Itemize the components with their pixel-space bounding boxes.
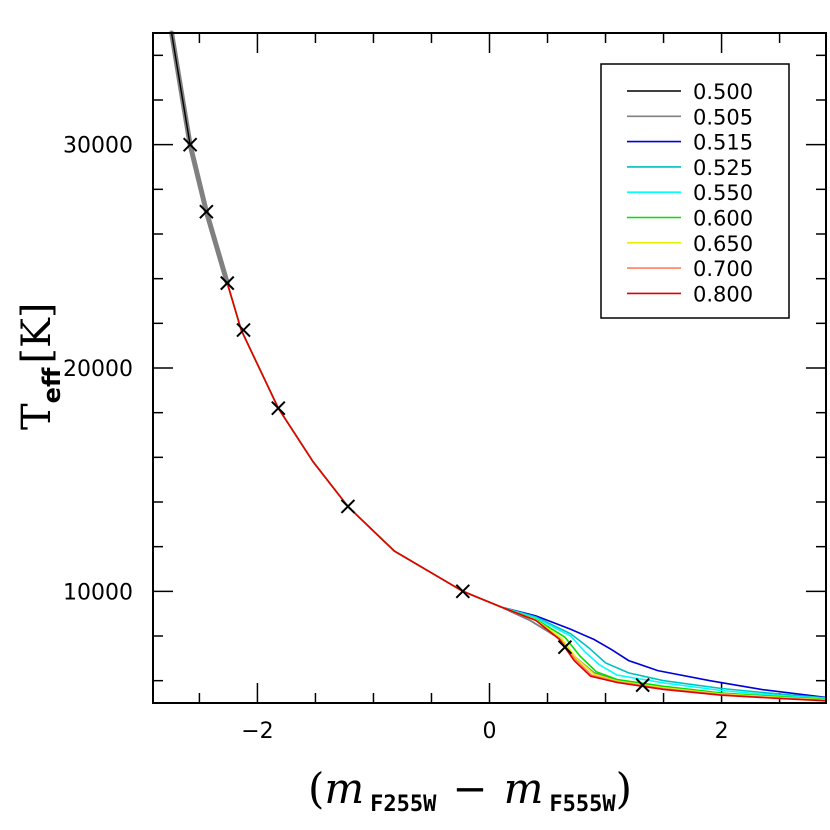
x-tick-label-0: −2 [241, 719, 273, 744]
plot-frame [152, 32, 827, 704]
series-lines [169, 30, 827, 702]
legend-label-0.525: 0.525 [693, 156, 753, 180]
series-line-0.500-hot-end [170, 32, 191, 145]
x-axis-label: (m F255W − m F555W) [308, 764, 632, 817]
x-axis-label-sub1: F255W [370, 792, 437, 817]
legend-box [600, 63, 790, 319]
legend-label-0.500: 0.500 [693, 80, 753, 104]
marker-2 [220, 275, 235, 291]
tick-labels: −2 0 2 10000 20000 30000 [63, 134, 729, 744]
x-axis-label-open: ( [308, 764, 324, 813]
legend-label-0.550: 0.550 [693, 181, 753, 205]
x-axis-label-close: ) [616, 764, 632, 813]
y-tick-label-2: 30000 [63, 134, 133, 159]
marker-6 [455, 584, 471, 599]
y-axis-label-sub: eff [38, 367, 66, 403]
marker-3 [236, 322, 251, 338]
x-tick-label-2: 2 [715, 719, 729, 744]
x-axis-label-m2: m [504, 764, 544, 813]
series-line-0.800 [170, 32, 827, 702]
y-axis-label-main: T [14, 403, 60, 430]
axis-ticks [153, 33, 826, 703]
legend-label-0.650: 0.650 [693, 232, 753, 256]
legend-label-0.515: 0.515 [693, 131, 753, 155]
x-tick-label-1: 0 [483, 719, 497, 744]
y-axis-label: Teff [K] [14, 303, 66, 431]
legend-label-0.800: 0.800 [693, 282, 753, 306]
marker-5 [340, 499, 356, 514]
data-markers [182, 137, 650, 693]
marker-8 [635, 677, 650, 693]
x-axis-label-minus: − [452, 764, 487, 813]
legend-label-0.700: 0.700 [693, 257, 753, 281]
x-axis-label-sub2: F555W [549, 792, 616, 817]
x-axis-label-m1: m [324, 764, 364, 813]
legend-label-0.600: 0.600 [693, 207, 753, 231]
legend-label-0.505: 0.505 [693, 105, 753, 129]
y-tick-label-0: 10000 [63, 580, 133, 605]
y-tick-label-1: 20000 [63, 357, 133, 382]
marker-4 [271, 400, 286, 416]
legend: 0.5000.5050.5150.5250.5500.6000.6500.700… [600, 63, 790, 319]
marker-1 [199, 204, 214, 219]
marker-7 [557, 639, 573, 655]
y-axis-label-unit: [K] [14, 303, 60, 364]
marker-0 [182, 137, 198, 152]
